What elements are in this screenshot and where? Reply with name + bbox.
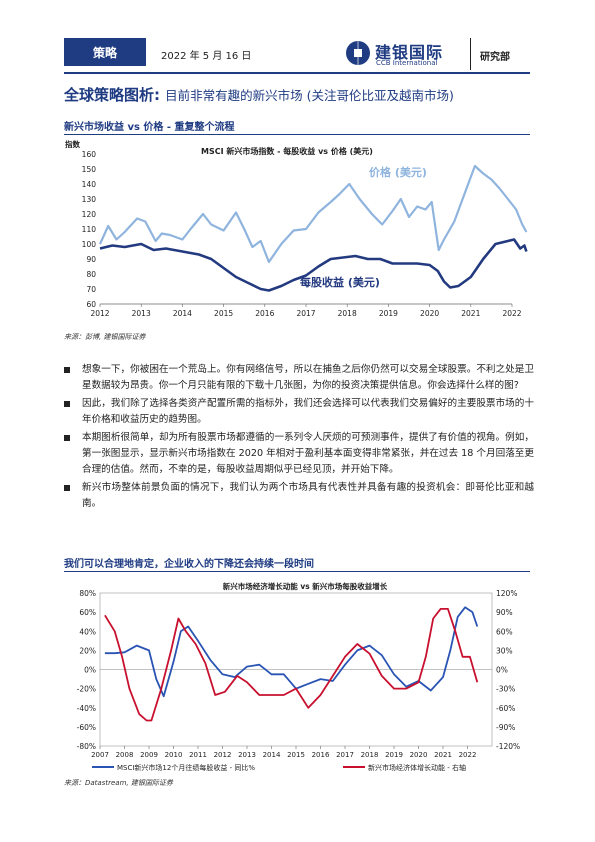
x-tick-label: 2019 bbox=[379, 309, 398, 318]
page-title: 全球策略图析: 目前非常有趣的新兴市场 (关注哥伦比亚及越南市场) bbox=[64, 84, 454, 105]
x-tick-label: 2022 bbox=[502, 309, 521, 318]
section-rule-2 bbox=[64, 571, 530, 572]
x-tick-label: 2010 bbox=[165, 751, 183, 759]
bullet-item: 本期图析很简单，却为所有股票市场都遵循的一系列令人厌烦的可预测事件，提供了有价值… bbox=[64, 430, 534, 478]
title-main: 全球策略图析: bbox=[64, 86, 160, 104]
growth-momentum-chart: 新兴市场经济增长动能 vs 新兴市场每股收益增长 MSCI新兴市场12个月往绩每… bbox=[77, 581, 521, 772]
y-tick-label: 60% bbox=[79, 608, 96, 617]
y2-tick-label: -60% bbox=[496, 704, 515, 713]
price-series-line bbox=[98, 164, 528, 264]
x-tick-label: 2020 bbox=[410, 751, 428, 759]
y-tick-label: 120 bbox=[82, 210, 97, 219]
y-tick-label: -80% bbox=[77, 742, 96, 751]
y-tick-label: -40% bbox=[77, 704, 96, 713]
x-tick-label: 2018 bbox=[338, 309, 357, 318]
y-tick-label: 70 bbox=[86, 285, 96, 294]
chart2-title: 新兴市场经济增长动能 vs 新兴市场每股收益增长 bbox=[223, 581, 388, 591]
x-tick-label: 2019 bbox=[385, 751, 403, 759]
x-tick-label: 2022 bbox=[459, 751, 477, 759]
header-divider bbox=[470, 38, 471, 70]
y2-tick-label: 120% bbox=[496, 589, 517, 598]
y-tick-label: 90 bbox=[86, 255, 96, 264]
x-tick-label: 2017 bbox=[296, 309, 315, 318]
y-tick-label: 150 bbox=[82, 165, 97, 174]
momentum-series-line bbox=[104, 608, 479, 722]
chart1-source: 来源：彭博, 建银国际证券 bbox=[64, 333, 146, 341]
y2-tick-label: -30% bbox=[496, 685, 515, 694]
company-logo: 建银国际 CCB International bbox=[345, 38, 465, 70]
logo-english-name: CCB International bbox=[376, 59, 438, 67]
x-tick-label: 2014 bbox=[173, 309, 192, 318]
y2-tick-label: -90% bbox=[496, 723, 515, 732]
x-tick-label: 2008 bbox=[116, 751, 134, 759]
x-tick-label: 2011 bbox=[189, 751, 207, 759]
title-subtitle: 目前非常有趣的新兴市场 (关注哥伦比亚及越南市场) bbox=[165, 88, 454, 103]
department-label: 研究部 bbox=[480, 52, 510, 63]
report-type-label: 策略 bbox=[92, 45, 117, 60]
bullet-item: 因此，我们除了选择各类资产配置所需的指标外，我们还会选择可以代表我们交易偏好的主… bbox=[64, 396, 534, 428]
y-tick-label: 80% bbox=[79, 589, 96, 598]
y2-tick-label: 90% bbox=[496, 608, 513, 617]
legend-eps-label: 每股收益 (美元) bbox=[300, 275, 380, 289]
chart1-ylabel: 指数 bbox=[65, 139, 80, 149]
legend-eps-growth-label: MSCI新兴市场12个月往绩每股收益 - 同比% bbox=[117, 763, 255, 772]
bullet-list: 想象一下，你被困在一个荒岛上。你有网络信号，所以在捕鱼之后你仍然可以交易全球股票… bbox=[64, 362, 534, 514]
y2-tick-label: 60% bbox=[496, 627, 513, 636]
y2-tick-label: -120% bbox=[496, 742, 520, 751]
report-date: 2022 年 5 月 16 日 bbox=[161, 51, 252, 62]
x-tick-label: 2009 bbox=[140, 751, 158, 759]
bullet-item: 想象一下，你被困在一个荒岛上。你有网络信号，所以在捕鱼之后你仍然可以交易全球股票… bbox=[64, 362, 534, 394]
eps-vs-price-chart: 指数 MSCI 新兴市场指数 - 每股收益 vs 价格 (美元) 价格 (美元)… bbox=[65, 139, 528, 318]
ccb-logo-icon bbox=[346, 41, 370, 65]
y-tick-label: 160 bbox=[82, 150, 97, 159]
x-tick-label: 2014 bbox=[263, 751, 281, 759]
x-tick-label: 2017 bbox=[336, 751, 354, 759]
eps-growth-series-line bbox=[104, 606, 479, 698]
y-tick-label: 60 bbox=[86, 300, 96, 309]
x-tick-label: 2021 bbox=[461, 309, 480, 318]
y-tick-label: 130 bbox=[82, 195, 97, 204]
x-tick-label: 2013 bbox=[132, 309, 151, 318]
legend-momentum-label: 新兴市场经济体增长动能 - 右轴 bbox=[368, 763, 466, 772]
y-tick-label: 40% bbox=[79, 627, 96, 636]
bullet-item: 新兴市场整体前景负面的情况下，我们认为两个市场具有代表性并具备有趣的投资机会：即… bbox=[64, 480, 534, 512]
y-tick-label: 110 bbox=[82, 225, 97, 234]
x-tick-label: 2021 bbox=[434, 751, 452, 759]
y2-tick-label: 0% bbox=[496, 666, 508, 675]
y-tick-label: 20% bbox=[79, 646, 96, 655]
y-tick-label: 80 bbox=[86, 270, 96, 279]
chart2-source: 来源：Datastream, 建银国际证券 bbox=[64, 779, 173, 787]
legend-price-label: 价格 (美元) bbox=[369, 165, 427, 179]
y-tick-label: 100 bbox=[82, 240, 97, 249]
x-tick-label: 2020 bbox=[420, 309, 439, 318]
x-tick-label: 2015 bbox=[287, 751, 305, 759]
eps-series-line bbox=[99, 238, 528, 292]
section-rule-1 bbox=[64, 134, 530, 135]
header-rule bbox=[64, 72, 530, 74]
x-tick-label: 2015 bbox=[214, 309, 233, 318]
y-tick-label: -60% bbox=[77, 723, 96, 732]
x-tick-label: 2012 bbox=[90, 309, 109, 318]
logo-chinese-name: 建银国际 bbox=[375, 43, 444, 62]
x-tick-label: 2013 bbox=[238, 751, 256, 759]
section-heading-1: 新兴市场收益 vs 价格 - 重复整个流程 bbox=[64, 122, 235, 133]
y-tick-label: -20% bbox=[77, 685, 96, 694]
y-tick-label: 140 bbox=[82, 180, 97, 189]
section-heading-2: 我们可以合理地肯定，企业收入的下降还会持续一段时间 bbox=[64, 559, 314, 570]
x-tick-label: 2016 bbox=[312, 751, 330, 759]
x-tick-label: 2007 bbox=[91, 751, 109, 759]
y2-tick-label: 30% bbox=[496, 646, 513, 655]
report-type-tag: 策略 bbox=[64, 38, 146, 66]
chart1-title: MSCI 新兴市场指数 - 每股收益 vs 价格 (美元) bbox=[201, 146, 373, 156]
x-tick-label: 2018 bbox=[361, 751, 379, 759]
y-tick-label: 0% bbox=[84, 666, 96, 675]
x-tick-label: 2016 bbox=[255, 309, 274, 318]
x-tick-label: 2012 bbox=[214, 751, 232, 759]
